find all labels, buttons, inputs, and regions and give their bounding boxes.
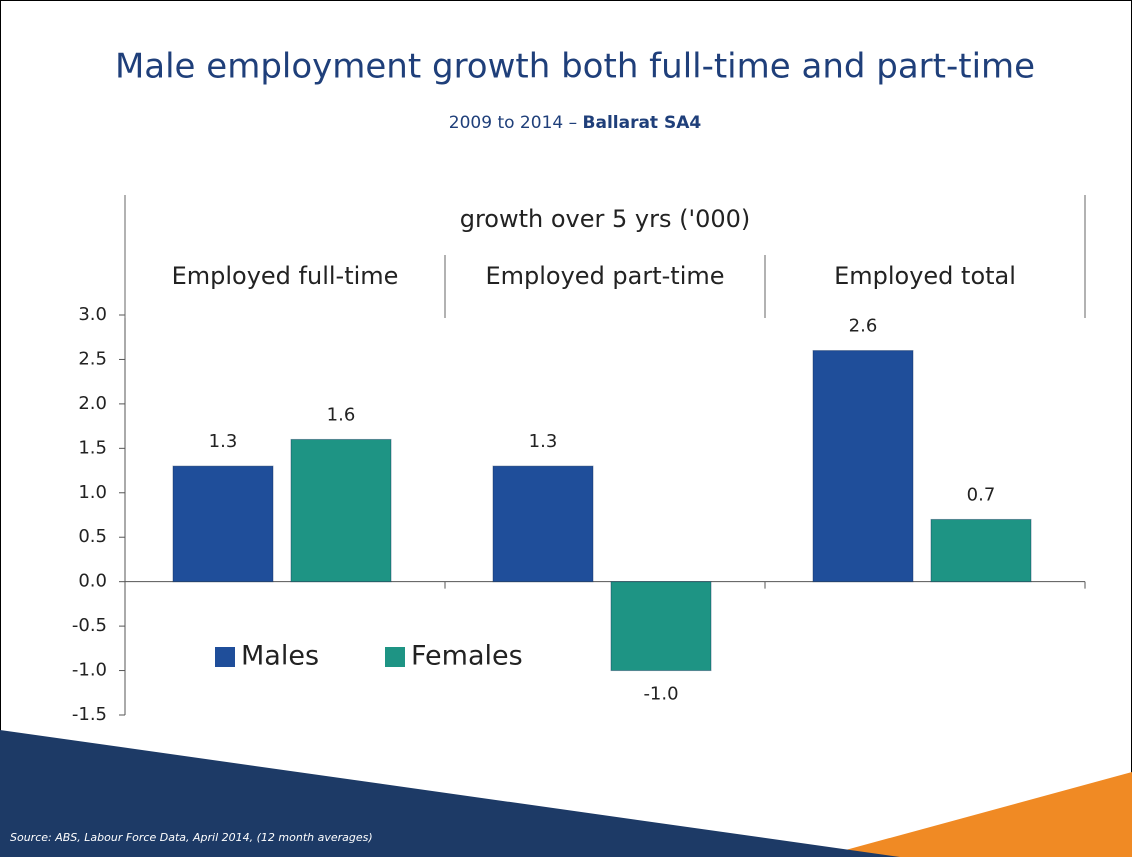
legend-swatch xyxy=(385,647,405,667)
y-tick-label: 2.5 xyxy=(78,348,107,369)
category-label: Employed full-time xyxy=(172,262,399,290)
axis-title: growth over 5 yrs ('000) xyxy=(460,205,751,233)
value-label: 1.3 xyxy=(529,431,558,452)
bar xyxy=(930,518,1032,583)
y-tick-label: 0.0 xyxy=(78,571,107,592)
value-label: 1.6 xyxy=(327,404,356,425)
title: Male employment growth both full-time an… xyxy=(115,47,1035,87)
y-tick-label: 3.0 xyxy=(78,304,107,325)
subtitle-period: 2009 to 2014 – xyxy=(449,113,577,133)
bar xyxy=(610,581,712,672)
y-tick-label: -1.5 xyxy=(72,704,107,725)
value-label: 1.3 xyxy=(209,431,238,452)
category-label: Employed part-time xyxy=(485,262,724,290)
legend-swatch xyxy=(215,647,235,667)
y-tick-label: -1.0 xyxy=(72,660,107,681)
bar xyxy=(290,438,392,583)
value-label: 0.7 xyxy=(967,484,996,505)
bar xyxy=(172,465,274,583)
legend-label: Males xyxy=(241,641,319,672)
y-tick-label: 2.0 xyxy=(78,393,107,414)
orange-decoration xyxy=(820,772,1132,857)
value-label: 2.6 xyxy=(849,316,878,337)
y-tick-label: 1.0 xyxy=(78,482,107,503)
subtitle: 2009 to 2014 – Ballarat SA4 xyxy=(449,113,702,133)
bar xyxy=(492,465,594,583)
y-tick-label: -0.5 xyxy=(72,615,107,636)
bar xyxy=(812,350,914,583)
source: Source: ABS, Labour Force Data, April 20… xyxy=(10,831,373,844)
subtitle-region: Ballarat SA4 xyxy=(583,113,702,133)
category-label: Employed total xyxy=(834,262,1016,290)
y-tick-label: 0.5 xyxy=(78,526,107,547)
legend-label: Females xyxy=(411,641,523,672)
value-label: -1.0 xyxy=(643,684,678,705)
navy-decoration xyxy=(0,730,900,857)
y-tick-label: 1.5 xyxy=(78,437,107,458)
